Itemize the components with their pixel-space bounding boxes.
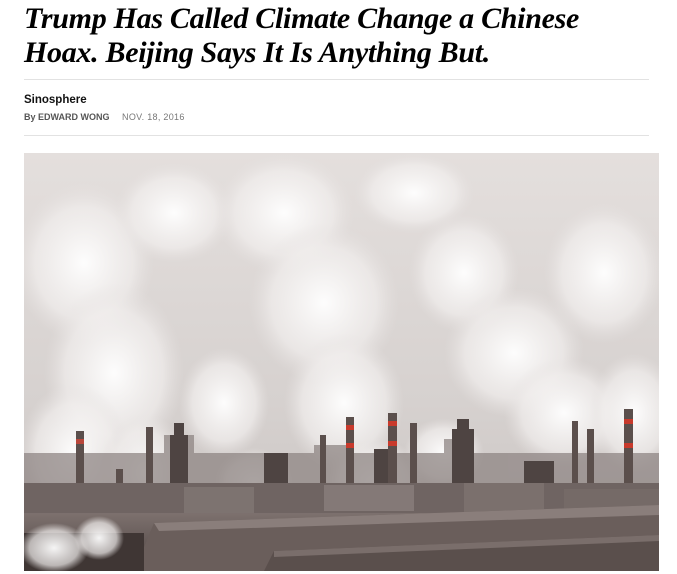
smokestacks-illustration [24,153,659,571]
byline: By EDWARD WONG NOV. 18, 2016 [24,112,185,122]
headline-line-2: Hoax. Beijing Says It Is Anything But. [24,36,490,69]
foreground-roofs [24,505,659,571]
author-link[interactable]: EDWARD WONG [38,112,110,122]
lead-photo[interactable] [24,153,659,571]
headline-line-1: Trump Has Called Climate Change a Chines… [24,2,579,35]
publish-date: NOV. 18, 2016 [122,112,185,122]
byline-prefix: By [24,112,36,122]
top-divider [24,79,649,80]
article-headline: Trump Has Called Climate Change a Chines… [24,2,664,70]
section-kicker-sinosphere[interactable]: Sinosphere [24,94,87,106]
bottom-divider [24,135,649,136]
